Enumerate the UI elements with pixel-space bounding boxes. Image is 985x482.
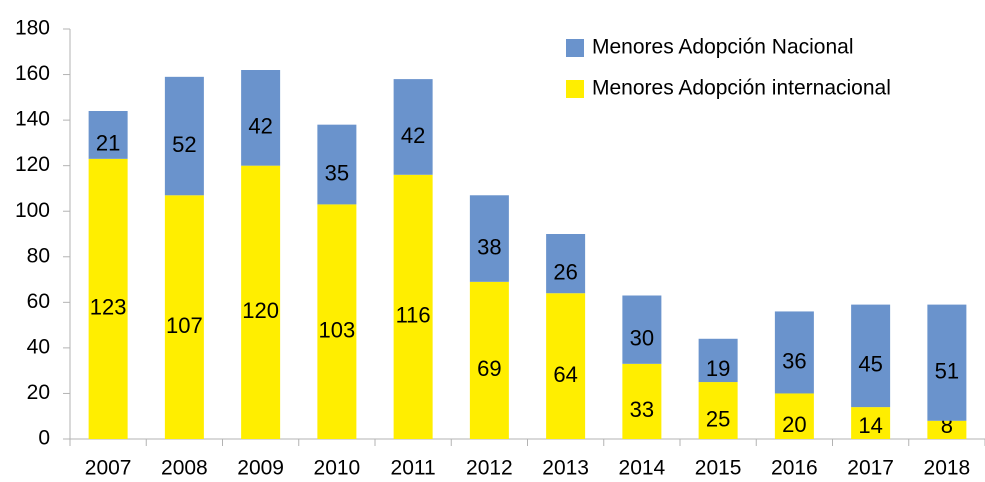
data-label: 20 <box>782 412 806 437</box>
x-tick-label: 2018 <box>924 457 971 480</box>
legend-label: Menores Adopción internacional <box>592 77 891 100</box>
bar-segment <box>851 304 891 408</box>
data-label: 26 <box>553 259 577 284</box>
bar-segment <box>88 111 128 159</box>
data-label: 103 <box>319 318 356 343</box>
bar-segment <box>927 420 967 439</box>
x-tick-label: 2008 <box>161 457 208 480</box>
bar-segment <box>546 293 586 439</box>
bar-segment <box>774 311 814 394</box>
legend-swatch <box>566 39 584 57</box>
y-tick-label: 120 <box>15 153 50 176</box>
x-tick-label: 2016 <box>771 457 818 480</box>
data-label: 51 <box>935 359 959 384</box>
data-label: 42 <box>248 114 272 139</box>
x-tick-label: 2015 <box>695 457 742 480</box>
data-label: 42 <box>401 123 425 148</box>
y-tick-label: 20 <box>27 381 50 404</box>
data-label: 45 <box>858 352 882 377</box>
data-label: 52 <box>172 132 196 157</box>
x-tick-label: 2009 <box>237 457 284 480</box>
y-tick-label: 60 <box>27 290 50 313</box>
y-tick-label: 180 <box>15 17 50 40</box>
data-label: 38 <box>477 234 501 259</box>
x-tick-label: 2017 <box>847 457 894 480</box>
data-label: 35 <box>325 160 349 185</box>
bar-segment <box>469 195 509 282</box>
bar-segment <box>241 70 281 166</box>
bar-segment <box>851 407 891 439</box>
y-tick-label: 140 <box>15 108 50 131</box>
data-label: 33 <box>630 397 654 422</box>
bar-segment <box>698 338 738 383</box>
x-tick-label: 2007 <box>85 457 132 480</box>
data-label: 120 <box>242 298 279 323</box>
bar-segment <box>393 174 433 439</box>
bar-segment <box>241 165 281 439</box>
bar-segment <box>774 393 814 439</box>
data-label: 69 <box>477 356 501 381</box>
bar-segment <box>164 195 204 439</box>
data-label: 116 <box>396 303 431 328</box>
data-label: 21 <box>96 131 120 156</box>
bar-segment <box>546 234 586 294</box>
y-tick-label: 100 <box>15 199 50 222</box>
data-label: 36 <box>782 348 806 373</box>
legend-label: Menores Adopción Nacional <box>592 36 854 59</box>
x-tick-label: 2011 <box>391 457 436 480</box>
x-tick-label: 2014 <box>619 457 666 480</box>
x-tick-label: 2013 <box>542 457 589 480</box>
bar-segment <box>927 304 967 421</box>
data-label: 107 <box>166 313 203 338</box>
y-tick-label: 0 <box>38 427 50 450</box>
data-label: 123 <box>90 295 127 320</box>
bar-segment <box>317 124 357 205</box>
x-tick-label: 2012 <box>466 457 513 480</box>
data-label: 30 <box>630 325 654 350</box>
data-label: 64 <box>553 362 577 387</box>
y-tick-label: 40 <box>27 335 50 358</box>
data-label: 25 <box>706 406 730 431</box>
data-label: 19 <box>706 356 730 381</box>
bar-segment <box>393 79 433 175</box>
bar-segment <box>698 382 738 439</box>
bar-segment <box>469 281 509 439</box>
bar-segment <box>317 204 357 439</box>
bar-segment <box>622 363 662 439</box>
x-tick-label: 2010 <box>314 457 361 480</box>
bar-segment <box>622 295 662 364</box>
y-tick-label: 160 <box>15 62 50 85</box>
bar-segment <box>164 76 204 196</box>
data-label: 14 <box>858 413 882 438</box>
y-tick-label: 80 <box>27 244 50 267</box>
legend-swatch <box>566 80 584 98</box>
bar-segment <box>88 158 128 440</box>
